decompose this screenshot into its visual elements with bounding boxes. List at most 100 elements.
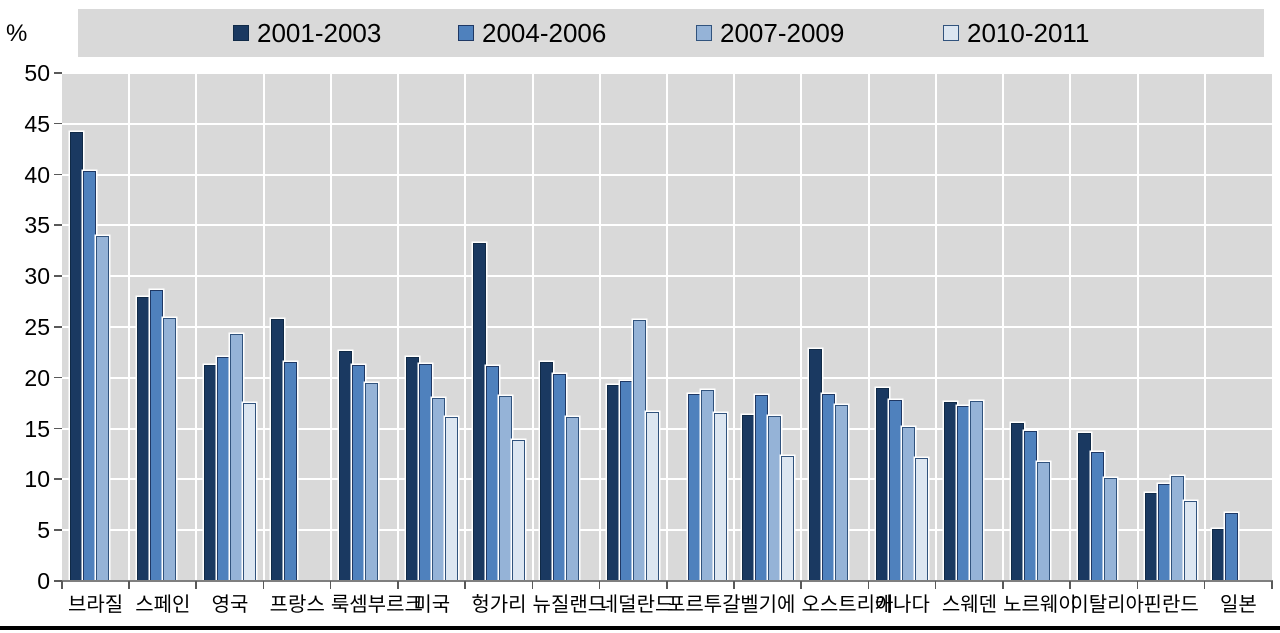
- bar-2007-2009: [162, 317, 176, 581]
- bar-2007-2009: [767, 416, 781, 581]
- bar-2004-2006: [418, 363, 432, 581]
- gridline-vertical: [867, 73, 870, 581]
- y-tick-label: 10: [24, 466, 50, 493]
- bar-2010-2011: [646, 412, 660, 581]
- bar-2001-2003: [136, 296, 150, 581]
- bar-2004-2006: [82, 170, 96, 581]
- gridline-vertical: [1069, 73, 1072, 581]
- y-tick-label: 45: [24, 110, 50, 137]
- x-category-label: 핀란드: [1143, 594, 1199, 616]
- bar-2010-2011: [243, 403, 257, 581]
- x-tick-mark: [397, 581, 399, 589]
- x-tick-mark: [531, 581, 534, 589]
- bar-2001-2003: [204, 364, 218, 581]
- bar-2004-2006: [1158, 484, 1172, 581]
- bar-2007-2009: [1103, 478, 1117, 581]
- gridline-vertical: [531, 73, 534, 581]
- x-tick-mark: [934, 581, 937, 589]
- y-tick-label: 5: [37, 517, 50, 544]
- x-tick-mark: [1203, 581, 1206, 589]
- x-category-label: 프랑스: [269, 594, 325, 616]
- gridline-vertical: [1136, 73, 1139, 581]
- x-category-label: 미국: [413, 594, 451, 616]
- bar-2004-2006: [620, 380, 634, 581]
- bar-2007-2009: [969, 401, 983, 581]
- gridline-vertical: [195, 73, 198, 581]
- bar-2007-2009: [364, 382, 378, 581]
- bar-2004-2006: [351, 364, 365, 581]
- bar-2004-2006: [822, 394, 836, 581]
- bar-2001-2003: [607, 384, 621, 581]
- legend-label: 2001-2003: [257, 17, 382, 48]
- y-tick-mark: [54, 122, 62, 125]
- bar-2007-2009: [700, 390, 714, 581]
- bar-2004-2006: [149, 290, 163, 581]
- bar-2001-2003: [943, 402, 957, 581]
- legend-item: 2007-2009: [696, 9, 844, 57]
- x-category-label: 헝가리: [471, 594, 527, 616]
- x-tick-mark: [800, 581, 802, 589]
- bar-2001-2003: [876, 387, 890, 581]
- bar-2001-2003: [540, 361, 554, 581]
- x-category-label: 노르웨이: [1003, 594, 1077, 616]
- bar-2007-2009: [498, 396, 512, 581]
- bar-2004-2006: [284, 361, 298, 581]
- x-category-label: 벨기에: [740, 594, 796, 616]
- x-tick-mark: [464, 581, 466, 589]
- gridline-vertical: [934, 73, 937, 581]
- bar-2010-2011: [915, 458, 929, 581]
- gridline-vertical: [262, 73, 265, 581]
- x-category-label: 포르투갈: [667, 594, 741, 616]
- gridline-vertical: [1203, 73, 1206, 581]
- x-category-label: 뉴질랜드: [532, 594, 607, 616]
- x-tick-mark: [262, 581, 265, 589]
- legend-swatch-2004-2006: [458, 25, 474, 41]
- bar-2001-2003: [1077, 432, 1091, 581]
- gridline-vertical: [397, 73, 400, 581]
- gridline-vertical: [464, 73, 467, 581]
- x-category-label: 브라질: [68, 594, 124, 616]
- y-tick-label: 20: [24, 364, 50, 391]
- x-category-label: 스페인: [135, 594, 191, 616]
- bar-2004-2006: [1023, 430, 1037, 581]
- gridline-vertical: [733, 73, 736, 581]
- bar-2004-2006: [217, 357, 231, 581]
- x-tick-mark: [1069, 581, 1071, 589]
- x-category-label: 영국: [211, 594, 249, 616]
- bar-2010-2011: [511, 439, 525, 581]
- legend-swatch-2010-2011: [943, 25, 959, 41]
- y-tick-mark: [54, 224, 62, 226]
- y-tick-mark: [54, 529, 62, 531]
- gridline-vertical: [800, 73, 803, 581]
- x-category-label: 이탈리아: [1070, 594, 1144, 616]
- bar-2001-2003: [271, 318, 285, 581]
- bar-2001-2003: [1010, 422, 1024, 581]
- bar-2007-2009: [633, 319, 647, 581]
- gridline-vertical: [128, 73, 131, 581]
- bar-2001-2003: [472, 242, 486, 581]
- bar-2001-2003: [338, 351, 352, 581]
- legend-item: 2004-2006: [458, 9, 606, 57]
- x-category-label: 스웨덴: [941, 594, 998, 616]
- bar-2001-2003: [69, 131, 83, 581]
- bar-2004-2006: [1225, 512, 1239, 581]
- y-tick-label: 0: [37, 568, 50, 594]
- bar-2007-2009: [1171, 476, 1185, 581]
- x-tick-mark: [733, 581, 735, 589]
- x-tick-mark: [128, 581, 130, 589]
- bar-2004-2006: [485, 365, 499, 581]
- legend-swatch-2007-2009: [696, 25, 712, 41]
- bar-2007-2009: [1036, 462, 1050, 581]
- legend: 2001-2003 2004-2006 2007-2009 2010-2011: [78, 9, 1264, 57]
- y-tick-label: 25: [24, 314, 50, 340]
- bar-2001-2003: [1145, 492, 1159, 581]
- x-tick-mark: [598, 581, 601, 589]
- y-tick-mark: [54, 72, 62, 74]
- x-category-label: 네덜란드: [599, 594, 674, 616]
- bar-2010-2011: [444, 417, 458, 581]
- legend-label: 2007-2009: [720, 17, 845, 48]
- bar-2007-2009: [230, 334, 244, 581]
- x-tick-mark: [1002, 581, 1004, 589]
- bar-2010-2011: [1184, 500, 1198, 581]
